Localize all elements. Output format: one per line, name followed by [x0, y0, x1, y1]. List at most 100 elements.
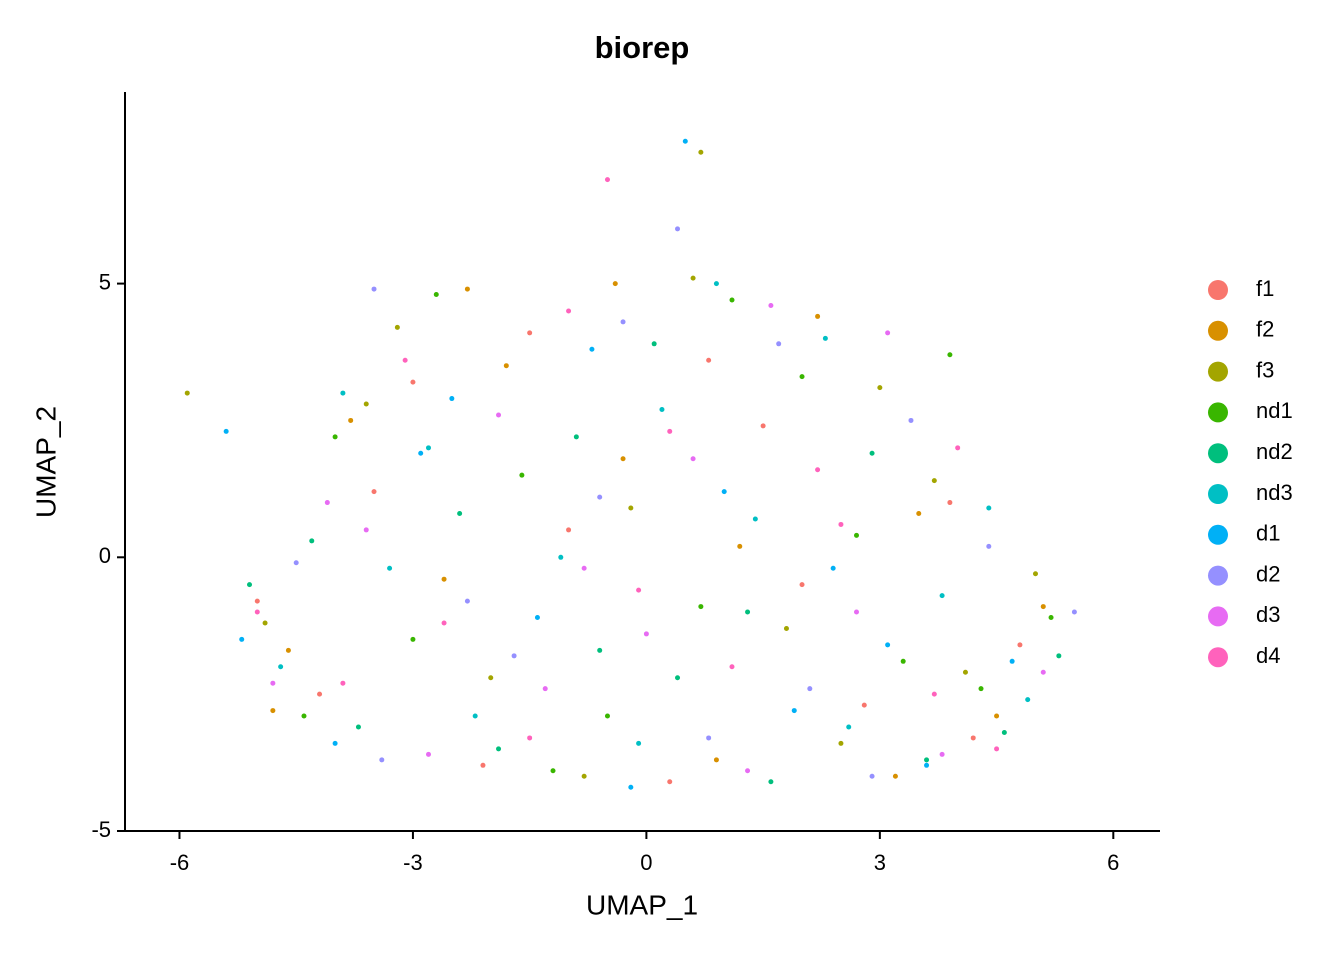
point: [309, 538, 315, 544]
point: [604, 713, 610, 719]
point: [636, 740, 642, 746]
point: [278, 664, 284, 670]
point: [1056, 653, 1062, 659]
point: [410, 636, 416, 642]
legend-label: d2: [1256, 561, 1280, 586]
point: [628, 505, 634, 511]
point: [348, 417, 354, 423]
point: [270, 680, 276, 686]
point: [869, 773, 875, 779]
point: [496, 412, 502, 418]
point: [970, 735, 976, 741]
point: [752, 516, 758, 522]
legend-swatch: [1208, 320, 1228, 341]
point: [496, 746, 502, 752]
point: [955, 445, 961, 451]
point: [1032, 571, 1038, 577]
point: [1048, 615, 1054, 621]
point: [885, 642, 891, 648]
point: [916, 511, 922, 517]
point: [776, 341, 782, 347]
point: [846, 724, 852, 730]
point: [527, 330, 533, 336]
point: [768, 302, 774, 308]
point: [566, 527, 572, 533]
point: [690, 456, 696, 462]
point: [667, 779, 673, 785]
point: [721, 489, 727, 495]
legend-label: f3: [1256, 357, 1274, 382]
point: [441, 620, 447, 626]
x-tick-label: 0: [640, 850, 652, 875]
point: [480, 762, 486, 768]
point: [729, 297, 735, 303]
point: [317, 691, 323, 697]
point: [885, 330, 891, 336]
point: [745, 768, 751, 774]
point: [1001, 729, 1007, 735]
point: [799, 582, 805, 588]
point: [573, 434, 579, 440]
y-tick-label: 5: [99, 269, 111, 294]
point: [620, 456, 626, 462]
point: [223, 428, 229, 434]
point: [1071, 609, 1077, 615]
point: [425, 445, 431, 451]
point: [713, 281, 719, 287]
point: [994, 746, 1000, 752]
point: [371, 286, 377, 292]
point: [939, 593, 945, 599]
point: [908, 417, 914, 423]
point: [815, 313, 821, 319]
point: [978, 686, 984, 692]
point: [566, 308, 572, 314]
point: [675, 675, 681, 681]
point: [394, 324, 400, 330]
point: [503, 363, 509, 369]
point: [387, 565, 393, 571]
legend-swatch: [1208, 280, 1228, 300]
point: [737, 543, 743, 549]
point: [1009, 658, 1015, 664]
point: [838, 521, 844, 527]
point: [706, 357, 712, 363]
point: [620, 319, 626, 325]
legend-swatch: [1208, 565, 1228, 586]
point: [1025, 697, 1031, 703]
y-tick-label: 0: [99, 543, 111, 568]
point: [931, 478, 937, 484]
point: [760, 423, 766, 429]
point: [830, 565, 836, 571]
legend-swatch: [1208, 402, 1228, 423]
point: [612, 281, 618, 287]
y-axis-title: UMAP_2: [30, 406, 61, 518]
point: [581, 773, 587, 779]
x-tick-label: 6: [1107, 850, 1119, 875]
point: [877, 385, 883, 391]
point: [838, 740, 844, 746]
legend-label: f1: [1256, 276, 1274, 301]
point: [799, 374, 805, 380]
point: [1017, 642, 1023, 648]
legend-swatch: [1208, 361, 1228, 382]
point: [262, 620, 268, 626]
point: [254, 609, 260, 615]
point: [643, 631, 649, 637]
point: [379, 757, 385, 763]
point: [332, 434, 338, 440]
point: [745, 609, 751, 615]
point: [854, 532, 860, 538]
point: [355, 724, 361, 730]
legend-swatch: [1208, 647, 1228, 668]
point: [301, 713, 307, 719]
point: [293, 560, 299, 566]
legend-label: d1: [1256, 521, 1280, 546]
point: [924, 762, 930, 768]
point: [947, 500, 953, 506]
point: [729, 664, 735, 670]
point: [815, 467, 821, 473]
point: [441, 576, 447, 582]
point: [854, 609, 860, 615]
x-tick-label: 3: [874, 850, 886, 875]
point: [690, 275, 696, 281]
